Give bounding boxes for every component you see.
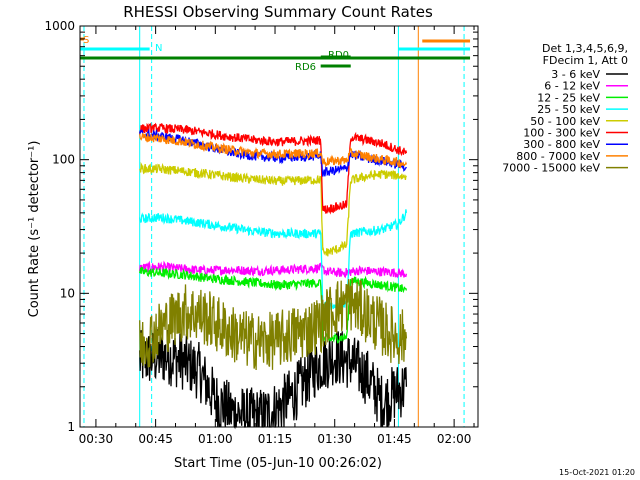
flag-label-0: S bbox=[83, 35, 89, 46]
x-axis-label: Start Time (05-Jun-10 00:26:02) bbox=[174, 456, 382, 471]
flag-label-6: RD6 bbox=[295, 62, 316, 73]
x-tick-label-4: 01:30 bbox=[317, 432, 352, 446]
x-tick-label-3: 01:15 bbox=[258, 432, 293, 446]
x-tick-label-6: 02:00 bbox=[437, 432, 472, 446]
x-tick-label-5: 01:45 bbox=[377, 432, 412, 446]
legend: Det 1,3,4,5,6,9,FDecim 1, Att 03 - 6 keV… bbox=[502, 42, 628, 175]
legend-label-7: 800 - 7000 keV bbox=[516, 150, 600, 163]
legend-label-0: 3 - 6 keV bbox=[551, 68, 600, 81]
axes: 1 10 100 1000 00:30 00:45 01:00 01:15 01:30 01:45… bbox=[44, 19, 478, 446]
series-line-5 bbox=[139, 122, 408, 215]
legend-header-1: FDecim 1, Att 0 bbox=[543, 54, 628, 67]
vertical-markers bbox=[83, 26, 465, 427]
legend-label-6: 300 - 800 keV bbox=[523, 138, 600, 151]
y-tick-label-2: 100 bbox=[52, 153, 75, 167]
legend-label-1: 6 - 12 keV bbox=[544, 80, 600, 93]
footer-timestamp: 15-Oct-2021 01:20 bbox=[559, 468, 635, 477]
data-series bbox=[139, 122, 408, 430]
x-tick-label-0: 00:30 bbox=[79, 432, 114, 446]
flag-label-1: N bbox=[155, 43, 162, 54]
y-tick-label-3: 1000 bbox=[44, 19, 75, 33]
series-line-3 bbox=[139, 209, 408, 311]
legend-header-0: Det 1,3,4,5,6,9, bbox=[542, 42, 628, 55]
plot-frame bbox=[79, 25, 479, 428]
y-tick-label-1: 10 bbox=[60, 286, 75, 300]
flag-label-5: RD0 bbox=[328, 50, 349, 61]
legend-label-5: 100 - 300 keV bbox=[523, 127, 600, 140]
series-line-2 bbox=[139, 266, 408, 344]
legend-label-4: 50 - 100 keV bbox=[530, 115, 600, 128]
x-tick-label-2: 01:00 bbox=[198, 432, 233, 446]
chart-title: RHESSI Observing Summary Count Rates bbox=[123, 3, 433, 21]
observing-flags: S N RD0 RD6 bbox=[80, 35, 471, 73]
y-axis-label: Count Rate (s⁻¹ detector⁻¹) bbox=[27, 141, 42, 318]
legend-label-2: 12 - 25 keV bbox=[537, 91, 600, 104]
series-line-4 bbox=[139, 161, 407, 257]
y-tick-label-0: 1 bbox=[67, 420, 75, 434]
legend-label-3: 25 - 50 keV bbox=[537, 103, 600, 116]
series-line-7 bbox=[139, 133, 408, 169]
x-tick-label-1: 00:45 bbox=[138, 432, 173, 446]
series-line-8 bbox=[139, 277, 408, 371]
legend-label-8: 7000 - 15000 keV bbox=[502, 162, 600, 175]
series-line-1 bbox=[139, 260, 408, 279]
